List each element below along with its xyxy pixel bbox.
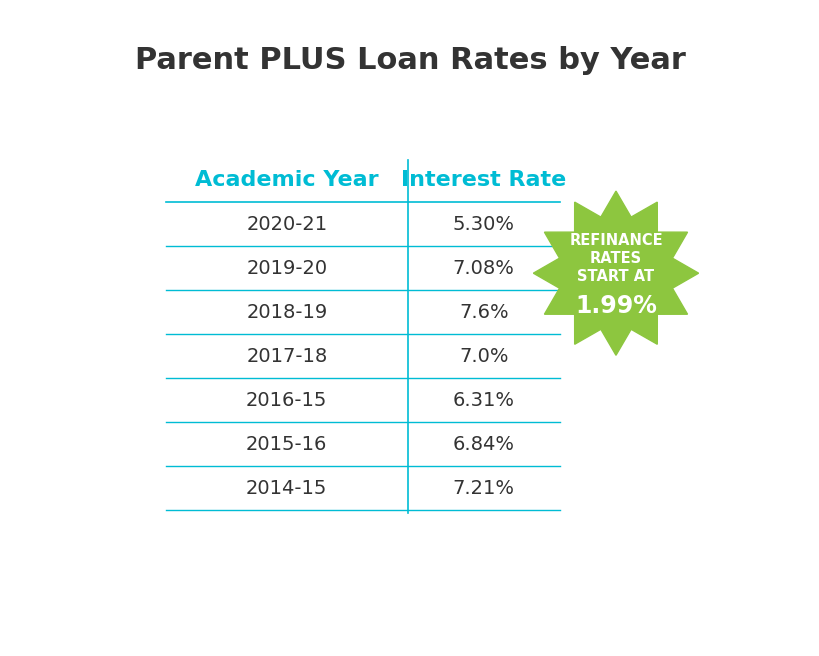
Text: 2014-15: 2014-15 [246, 479, 327, 498]
Text: Interest Rate: Interest Rate [400, 170, 566, 190]
Text: 2016-15: 2016-15 [246, 391, 327, 410]
Text: 7.21%: 7.21% [452, 479, 514, 498]
Polygon shape [532, 191, 698, 356]
Text: 7.08%: 7.08% [452, 259, 514, 278]
Text: 2018-19: 2018-19 [246, 303, 327, 322]
Text: 7.6%: 7.6% [459, 303, 508, 322]
Text: REFINANCE
RATES
START AT: REFINANCE RATES START AT [568, 232, 662, 283]
Text: 2020-21: 2020-21 [246, 215, 327, 234]
Text: 6.84%: 6.84% [452, 435, 514, 454]
Text: 2015-16: 2015-16 [246, 435, 327, 454]
Text: 2017-18: 2017-18 [246, 347, 327, 366]
Text: 1.99%: 1.99% [574, 294, 656, 318]
Text: Academic Year: Academic Year [195, 170, 378, 190]
Text: 6.31%: 6.31% [452, 391, 514, 410]
Text: 2019-20: 2019-20 [246, 259, 327, 278]
Text: 7.0%: 7.0% [459, 347, 508, 366]
Text: 5.30%: 5.30% [452, 215, 514, 234]
Text: Parent PLUS Loan Rates by Year: Parent PLUS Loan Rates by Year [134, 46, 685, 75]
